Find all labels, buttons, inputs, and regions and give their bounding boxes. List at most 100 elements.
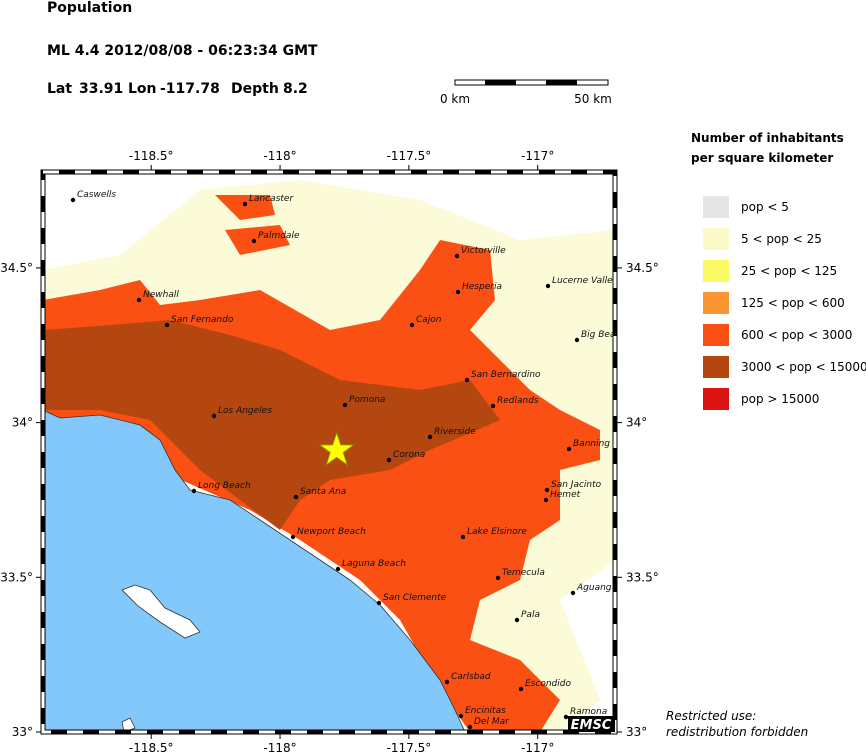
y-tick-label: 33.5°	[0, 570, 33, 584]
city-label: Riverside	[434, 427, 476, 437]
legend-swatch	[703, 324, 729, 346]
x-tick-label: -118.5°	[129, 741, 174, 754]
event: ML 4.4 2012/08/08 - 06:23:34 GMT	[47, 43, 318, 59]
x-tick-label: -117.5°	[387, 149, 432, 163]
city-label: Hemet	[550, 490, 581, 500]
city-label: Newhall	[143, 290, 179, 300]
x-tick-label: -118°	[263, 741, 296, 754]
depth-value: 8.2	[283, 81, 308, 97]
y-tick-label: 33°	[12, 725, 33, 739]
island	[121, 717, 136, 732]
island	[121, 584, 201, 639]
legend-title: per square kilometer	[691, 151, 833, 165]
city-dot	[427, 434, 433, 440]
legend-label: 125 < pop < 600	[741, 296, 845, 310]
city-dot	[464, 377, 470, 383]
x-tick-label: -117.5°	[387, 741, 432, 754]
city-dot	[570, 590, 576, 596]
city-label: Laguna Beach	[342, 559, 406, 569]
legend-label: pop > 15000	[741, 392, 819, 406]
city-dot	[545, 283, 551, 289]
legend-swatch	[703, 292, 729, 314]
city-label: Pomona	[349, 395, 385, 405]
legend-swatch	[703, 260, 729, 282]
y-tick-label: 34.5°	[0, 261, 33, 275]
city-dot	[490, 403, 496, 409]
city-dot	[70, 197, 76, 203]
city-label: San Clemente	[383, 593, 447, 603]
city-label: Cajon	[416, 315, 442, 325]
y-tick-label: 33.5°	[626, 570, 659, 584]
city-dot	[467, 724, 473, 730]
city-dot	[136, 297, 142, 303]
city-label: San Fernando	[171, 315, 234, 325]
x-tick-label: -117°	[521, 149, 554, 163]
title: Population	[47, 0, 132, 16]
city-label: Lancaster	[249, 194, 294, 204]
city-dot	[455, 289, 461, 295]
lon-value: -117.78	[160, 81, 220, 97]
city-label: Aguang	[576, 583, 612, 593]
city-dot	[342, 402, 348, 408]
city-dot	[444, 679, 450, 685]
lat-value: 33.91	[79, 81, 123, 97]
city-dot	[191, 488, 197, 494]
lon-label: Lon	[128, 81, 157, 97]
city-label: Caswells	[77, 190, 116, 200]
epicenter	[318, 430, 356, 467]
badge-box	[568, 716, 615, 732]
city-label: Palmdale	[258, 231, 300, 241]
city-dot	[460, 534, 466, 540]
city-label: Pala	[521, 610, 540, 620]
y-tick-label: 34.5°	[626, 261, 659, 275]
city-dot	[164, 322, 170, 328]
city-dot	[454, 253, 460, 259]
city-label: Carlsbad	[451, 672, 491, 682]
badge: EMSC	[571, 718, 612, 733]
city-label: Lucerne Valle	[552, 276, 613, 286]
city-dot	[242, 201, 248, 207]
city-label: Newport Beach	[297, 527, 366, 537]
map-frame-dashes	[41, 170, 617, 734]
notice: Restricted use:	[666, 709, 756, 723]
city-label: Long Beach	[198, 481, 251, 491]
legend-swatch	[703, 228, 729, 250]
city-label: Escondido	[525, 679, 571, 689]
legend-label: 3000 < pop < 15000	[741, 360, 866, 374]
scale-end: 50 km	[574, 92, 612, 106]
x-tick-label: -118.5°	[129, 149, 174, 163]
legend-swatch	[703, 388, 729, 410]
legend-label: 600 < pop < 3000	[741, 328, 852, 342]
city-label: Encinitas	[465, 706, 506, 716]
city-dot	[544, 487, 550, 493]
city-label: Banning	[573, 439, 610, 449]
legend-swatch	[703, 196, 729, 218]
lat-label: Lat	[47, 81, 72, 97]
city-dot	[251, 238, 257, 244]
legend-swatch	[703, 356, 729, 378]
city-dot	[458, 713, 464, 719]
city-dot	[386, 457, 392, 463]
city-dot	[335, 566, 341, 572]
city-dot	[543, 497, 549, 503]
x-tick-label: -118°	[263, 149, 296, 163]
ocean	[43, 409, 466, 732]
scale-start: 0 km	[440, 92, 470, 106]
y-tick-label: 33°	[626, 725, 647, 739]
city-dot	[409, 322, 415, 328]
city-dot	[290, 534, 296, 540]
city-label: Redlands	[497, 396, 539, 406]
city-label: Corona	[393, 450, 425, 460]
city-label: Big Bea	[581, 330, 615, 340]
scale-bar: 0 km 50 km	[440, 79, 612, 106]
city-dot	[566, 446, 572, 452]
north-towns	[215, 195, 290, 255]
city-label: Santa Ana	[300, 487, 346, 497]
city-dot	[518, 686, 524, 692]
city-label: Los Angeles	[218, 406, 272, 416]
legend-title: Number of inhabitants	[691, 131, 844, 145]
city-dot	[495, 575, 501, 581]
y-tick-label: 34°	[626, 416, 647, 430]
dense-area	[45, 320, 500, 530]
